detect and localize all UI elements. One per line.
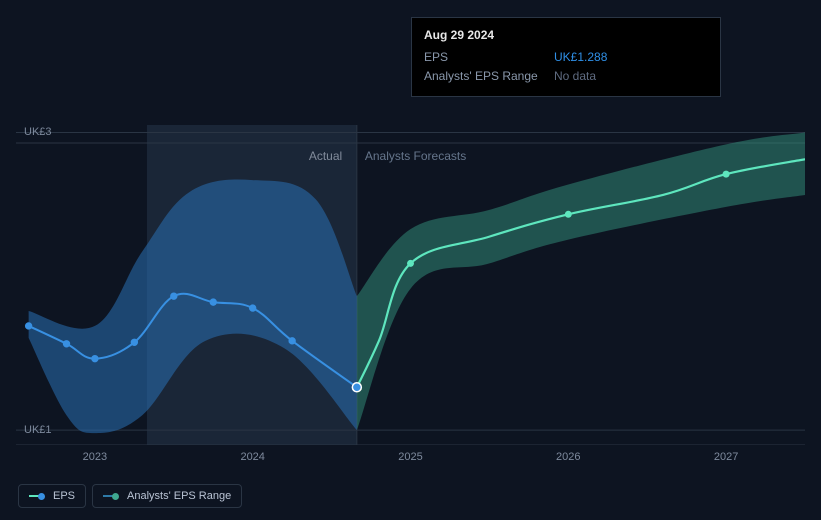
legend-swatch <box>103 493 119 500</box>
x-axis-label: 2027 <box>714 451 738 463</box>
x-axis-label: 2026 <box>556 451 580 463</box>
tooltip-row: EPSUK£1.288 <box>424 48 708 67</box>
tooltip-row: Analysts' EPS RangeNo data <box>424 67 708 86</box>
tooltip-date: Aug 29 2024 <box>424 28 708 42</box>
tooltip-value: No data <box>554 67 596 86</box>
x-axis-label: 2024 <box>240 451 264 463</box>
x-axis-label: 2025 <box>398 451 422 463</box>
chart-legend: EPS Analysts' EPS Range <box>18 484 242 508</box>
legend-label: EPS <box>53 490 75 502</box>
legend-item[interactable]: EPS <box>18 484 86 508</box>
legend-swatch <box>29 493 45 500</box>
legend-item[interactable]: Analysts' EPS Range <box>92 484 242 508</box>
y-axis-label: UK£3 <box>24 126 52 138</box>
chart-tooltip: Aug 29 2024 EPSUK£1.288Analysts' EPS Ran… <box>411 17 721 97</box>
x-axis-label: 2023 <box>83 451 107 463</box>
y-axis-label: UK£1 <box>24 424 52 436</box>
chart-container: Aug 29 2024 EPSUK£1.288Analysts' EPS Ran… <box>0 0 821 520</box>
eps-chart[interactable] <box>16 125 805 445</box>
legend-label: Analysts' EPS Range <box>127 490 231 502</box>
tooltip-value: UK£1.288 <box>554 48 607 67</box>
tooltip-label: Analysts' EPS Range <box>424 67 554 86</box>
tooltip-label: EPS <box>424 48 554 67</box>
